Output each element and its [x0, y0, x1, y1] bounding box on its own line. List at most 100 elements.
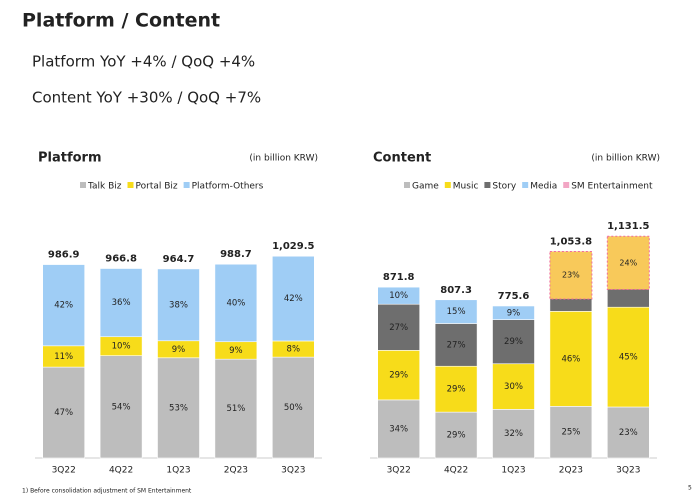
legend-label: Media — [530, 182, 557, 192]
segment-label: 36% — [112, 298, 131, 308]
x-tick-label: 1Q23 — [501, 466, 525, 476]
unit-label: (in billion KRW) — [591, 154, 660, 164]
segment-label: 47% — [54, 408, 73, 418]
segment-label: 29% — [447, 431, 466, 441]
legend-swatch — [404, 182, 410, 188]
legend-swatch — [522, 182, 529, 188]
legend-label: Game — [412, 182, 439, 192]
total-label: 986.9 — [48, 250, 80, 261]
segment-label: 29% — [447, 385, 466, 395]
segment-label: 46% — [561, 354, 580, 364]
segment-label: 27% — [389, 323, 408, 333]
x-tick-label: 1Q23 — [166, 466, 190, 476]
legend-label: Talk Biz — [87, 182, 122, 192]
x-tick-label: 4Q22 — [444, 466, 468, 476]
segment-label: 9% — [172, 345, 186, 355]
bar-segment — [377, 303, 421, 351]
segment-label: 9% — [229, 346, 243, 356]
segment-label: 9% — [507, 308, 521, 318]
segment-label: 8% — [287, 345, 301, 355]
bar-segment — [434, 323, 478, 367]
bar-segment — [549, 311, 593, 407]
total-label: 775.6 — [498, 291, 530, 302]
segment-label: 54% — [112, 402, 131, 412]
segment-label: 15% — [447, 307, 466, 317]
bar-segment — [42, 264, 86, 347]
unit-label: (in billion KRW) — [249, 154, 318, 164]
segment-label: 25% — [561, 428, 580, 438]
bar-segment — [377, 350, 421, 401]
bar-segment — [492, 319, 535, 365]
legend-label: Portal Biz — [136, 182, 178, 192]
segment-label: 29% — [504, 337, 523, 347]
segment-label: 42% — [284, 294, 303, 304]
bar-segment — [42, 366, 86, 459]
bar-segment — [157, 268, 200, 342]
total-label: 988.7 — [220, 249, 252, 260]
bar-segment — [271, 356, 315, 459]
page-number: 5 — [688, 485, 692, 492]
segment-label: 24% — [619, 258, 637, 267]
bar-segment — [214, 263, 258, 343]
legend-swatch — [183, 182, 190, 188]
overlay-segment — [549, 250, 593, 300]
x-tick-label: 4Q22 — [109, 466, 133, 476]
bar-segment — [214, 358, 258, 459]
legend-swatch — [444, 182, 451, 188]
segment-label: 42% — [54, 301, 73, 311]
x-tick-label: 3Q23 — [281, 466, 305, 476]
total-label: 1,053.8 — [550, 236, 592, 247]
x-tick-label: 3Q22 — [52, 466, 76, 476]
total-label: 871.8 — [383, 272, 415, 283]
segment-label: 34% — [389, 424, 408, 434]
segment-label: 53% — [169, 403, 188, 413]
bar-segment — [434, 365, 478, 413]
total-label: 1,131.5 — [607, 221, 649, 232]
legend-label: SM Entertainment — [571, 182, 653, 192]
total-label: 964.7 — [163, 254, 195, 265]
x-tick-label: 3Q22 — [387, 466, 411, 476]
segment-label: 23% — [619, 428, 638, 438]
bar-segment — [606, 306, 650, 408]
segment-label: 11% — [54, 352, 73, 362]
bar-segment — [99, 268, 143, 338]
segment-label: 27% — [447, 340, 466, 350]
legend-swatch — [80, 182, 86, 188]
total-label: 1,029.5 — [272, 241, 314, 252]
segment-label: 40% — [226, 298, 245, 308]
bar-segment — [157, 357, 200, 459]
bar-segment — [492, 363, 535, 410]
segment-label: 51% — [226, 404, 245, 414]
bar-segment — [377, 286, 421, 305]
bar-segment — [99, 355, 143, 459]
segment-label: 38% — [169, 300, 188, 310]
segment-label: 45% — [619, 353, 638, 363]
total-label: 807.3 — [440, 285, 472, 296]
bar-segment — [271, 255, 315, 342]
overlay-segment — [606, 235, 650, 290]
chart-title: Platform — [38, 151, 102, 166]
segment-label: 30% — [504, 382, 523, 392]
legend-swatch — [127, 182, 134, 188]
slide-title: Platform / Content — [22, 10, 220, 32]
segment-label: 50% — [284, 403, 303, 413]
x-tick-label: 2Q23 — [559, 466, 583, 476]
total-label: 966.8 — [105, 254, 137, 265]
segment-label: 23% — [562, 271, 580, 280]
legend-label: Story — [492, 182, 516, 192]
segment-label: 29% — [389, 371, 408, 381]
legend-label: Music — [453, 182, 479, 192]
bar-segment — [434, 411, 478, 459]
bar-segment — [434, 299, 478, 324]
x-tick-label: 3Q23 — [616, 466, 640, 476]
segment-label: 32% — [504, 429, 523, 439]
segment-label: 10% — [389, 291, 408, 301]
headline: Platform YoY +4% / QoQ +4% — [32, 53, 255, 71]
legend-swatch — [563, 182, 570, 188]
bar-segment — [492, 409, 535, 459]
chart-title: Content — [373, 151, 431, 166]
bar-segment — [492, 305, 535, 320]
x-tick-label: 2Q23 — [224, 466, 248, 476]
